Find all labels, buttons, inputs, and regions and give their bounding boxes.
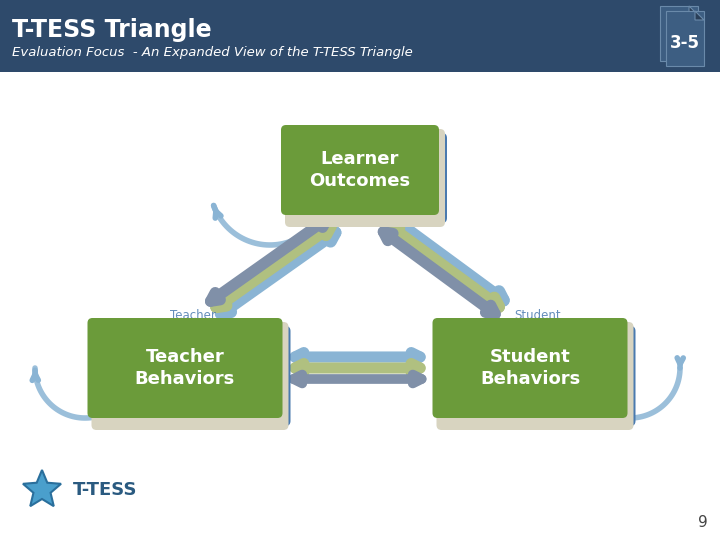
Text: Evaluation Focus  - An Expanded View of the T-TESS Triangle: Evaluation Focus - An Expanded View of t… <box>12 46 413 59</box>
Polygon shape <box>689 6 698 15</box>
Text: Student: Student <box>515 309 562 322</box>
FancyBboxPatch shape <box>0 0 720 72</box>
Polygon shape <box>695 11 704 20</box>
FancyBboxPatch shape <box>285 129 445 227</box>
FancyBboxPatch shape <box>91 322 289 430</box>
FancyBboxPatch shape <box>96 326 290 426</box>
Text: T-TESS Triangle: T-TESS Triangle <box>12 18 212 42</box>
FancyBboxPatch shape <box>289 133 447 223</box>
Polygon shape <box>23 470 61 506</box>
Text: Learner
Outcomes: Learner Outcomes <box>310 150 410 190</box>
FancyBboxPatch shape <box>281 125 439 215</box>
Text: T-TESS: T-TESS <box>73 481 138 499</box>
Text: Student
Behaviors: Student Behaviors <box>480 348 580 388</box>
FancyBboxPatch shape <box>441 326 636 426</box>
Text: Teacher: Teacher <box>170 309 216 322</box>
FancyBboxPatch shape <box>433 318 628 418</box>
FancyBboxPatch shape <box>88 318 282 418</box>
Text: 9: 9 <box>698 515 708 530</box>
FancyBboxPatch shape <box>436 322 634 430</box>
Text: Teacher
Behaviors: Teacher Behaviors <box>135 348 235 388</box>
FancyBboxPatch shape <box>666 11 704 66</box>
FancyBboxPatch shape <box>660 6 698 61</box>
Text: 3-5: 3-5 <box>670 34 700 52</box>
